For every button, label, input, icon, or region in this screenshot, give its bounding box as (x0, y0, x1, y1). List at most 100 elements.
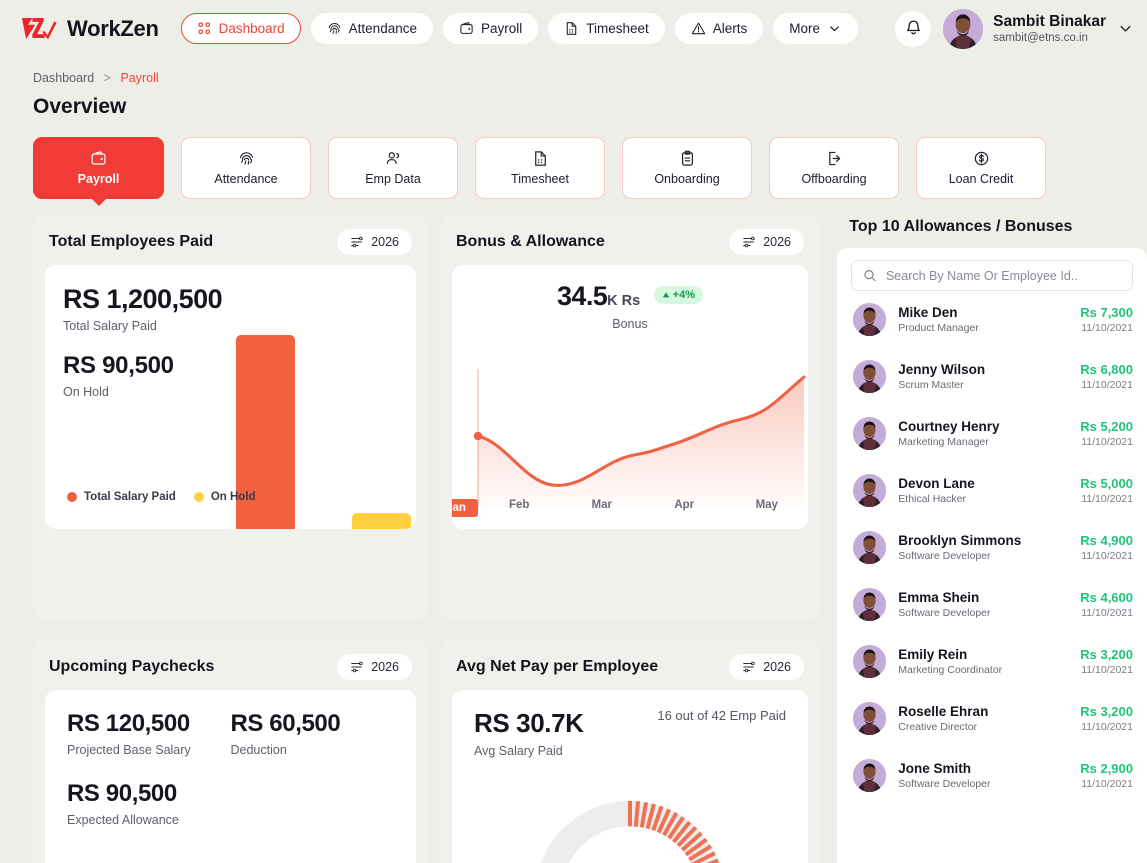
performance-donut-chart (540, 800, 720, 863)
category-tab-offboarding[interactable]: Offboarding (769, 137, 899, 199)
list-item[interactable]: Devon Lane Ethical Hacker Rs 5,000 11/10/20… (851, 462, 1133, 519)
breadcrumb-separator: > (103, 71, 111, 85)
employee-name: Devon Lane (898, 475, 975, 491)
employee-name: Brooklyn Simmons (898, 532, 1022, 548)
nav-item-timesheet[interactable]: Timesheet (548, 13, 665, 44)
card-body: RS 1,200,500 Total Salary Paid RS 90,500… (45, 265, 416, 529)
card-header: Total Employees Paid 2026 (45, 227, 416, 265)
employee-role: Marketing Coordinator (898, 664, 1003, 677)
list-item[interactable]: Brooklyn Simmons Software Developer Rs 4,9… (851, 519, 1133, 576)
page-title: Overview (33, 95, 127, 118)
deduction-label: Deduction (230, 743, 287, 757)
employee-identity: Emily Rein Marketing Coordinator (898, 647, 1068, 677)
year-filter-chip-total[interactable]: 2026 (337, 229, 412, 255)
workzen-check-logo-icon (21, 18, 57, 40)
category-tab-loan-credit[interactable]: Loan Credit (916, 137, 1046, 199)
notification-bell-button[interactable] (895, 10, 932, 47)
nav-item-more[interactable]: More (773, 13, 859, 44)
breadcrumb-payroll[interactable]: Payroll (120, 71, 159, 85)
employee-role: Software Developer (898, 778, 991, 791)
allowance-amount: Rs 6,800 (1080, 362, 1133, 377)
list-item[interactable]: Mike Den Product Manager Rs 7,300 11/10/202… (851, 291, 1133, 348)
warning-triangle-icon (691, 22, 706, 35)
nav-item-alerts[interactable]: Alerts (674, 13, 764, 44)
year-filter-chip-upcoming[interactable]: 2026 (337, 654, 412, 680)
document-icon (566, 22, 577, 35)
paycheck-metrics-row: RS 120,500 Projected Base Salary RS 60,5… (67, 710, 394, 757)
list-item[interactable]: Emma Shein Software Developer Rs 4,600 11/1… (851, 576, 1133, 633)
fingerprint-icon (328, 22, 341, 34)
card-header: Bonus & Allowance 2026 (452, 227, 808, 265)
avg-summary-row: RS 30.7K Avg Salary Paid 16 out of 42 Em… (474, 708, 786, 758)
year-value: 2026 (763, 235, 791, 249)
wallet-icon (91, 151, 106, 165)
dollar-coin-icon (974, 151, 988, 166)
employee-search[interactable] (851, 260, 1133, 291)
bonus-summary: 34.5K Rs +4% Bonus (452, 265, 808, 331)
list-item[interactable]: Emily Rein Marketing Coordinator Rs 3,200 1… (851, 633, 1133, 690)
card-body: 34.5K Rs +4% Bonus (452, 265, 808, 529)
card-title: Total Employees Paid (49, 233, 214, 250)
employee-amount-block: Rs 5,200 11/10/2021 (1080, 419, 1133, 448)
category-label-onboarding: Onboarding (654, 172, 720, 186)
avatar (853, 303, 887, 336)
list-item[interactable]: Jenny Wilson Scrum Master Rs 6,800 11/10/20… (851, 348, 1133, 405)
sliders-filter-icon (743, 236, 755, 248)
nav-item-dashboard[interactable]: Dashboard (180, 13, 301, 44)
gauge-ticks (627, 800, 719, 863)
bar-on-hold (352, 513, 411, 529)
category-tab-onboarding[interactable]: Onboarding (622, 137, 752, 199)
allowance-date: 11/10/2021 (1081, 493, 1133, 505)
top-right-actions: Sambit Binakar sambit@etns.co.in (895, 8, 1133, 49)
employee-name: Emma Shein (898, 589, 980, 605)
nav-item-attendance[interactable]: Attendance (310, 13, 433, 44)
projected-value: RS 120,500 (67, 710, 190, 737)
year-filter-chip-avg[interactable]: 2026 (729, 654, 804, 680)
legend-dot (193, 492, 204, 502)
brand-logo[interactable]: WorkZen (20, 15, 159, 42)
allowance-date: 11/10/2021 (1081, 550, 1133, 562)
legend-label: Total Salary Paid (84, 491, 176, 503)
employee-identity: Jenny Wilson Scrum Master (898, 362, 1068, 392)
nav-item-payroll[interactable]: Payroll (442, 13, 539, 44)
performance-gauge: 78% Performance (532, 798, 728, 863)
employee-avatar-image (853, 702, 887, 735)
user-menu[interactable]: Sambit Binakar sambit@etns.co.in (943, 8, 1133, 49)
metric-expected-allowance: RS 90,500 Expected Allowance (67, 780, 394, 827)
chevron-down-icon (830, 26, 839, 32)
allowance-amount: Rs 4,900 (1080, 533, 1133, 548)
category-tab-timesheet[interactable]: Timesheet (475, 137, 605, 199)
allowance-amount: Rs 5,000 (1080, 476, 1133, 491)
nav-label-attendance: Attendance (348, 21, 417, 36)
search-input[interactable] (885, 268, 1121, 283)
category-tab-payroll[interactable]: Payroll (33, 137, 164, 199)
area-line (476, 375, 806, 487)
avatar (853, 417, 887, 450)
list-item[interactable]: Roselle Ehran Creative Director Rs 3,200 11… (851, 690, 1133, 747)
list-item[interactable]: Jone Smith Software Developer Rs 2,900 11/1… (851, 747, 1133, 804)
sliders-filter-icon (351, 661, 363, 673)
allowance-date: 11/10/2021 (1081, 664, 1133, 676)
card-upcoming-paychecks: Upcoming Paychecks 2026 RS 120,500 Proje… (33, 640, 428, 863)
chart-legend: Total Salary Paid On Hold (67, 491, 256, 503)
employee-name: Jone Smith (898, 760, 972, 776)
allowance-list: Mike Den Product Manager Rs 7,300 11/10/202… (851, 291, 1133, 804)
year-value: 2026 (763, 660, 791, 674)
chevron-down-icon[interactable] (1118, 21, 1133, 36)
legend-item-on-hold: On Hold (193, 491, 256, 503)
data-point-jan (473, 431, 483, 441)
card-title: Avg Net Pay per Employee (456, 658, 659, 675)
allowance-label: Expected Allowance (67, 813, 179, 827)
year-filter-chip-bonus[interactable]: 2026 (729, 229, 804, 255)
employee-role: Software Developer (898, 550, 991, 563)
allowance-date: 11/10/2021 (1081, 436, 1133, 448)
employee-name: Courtney Henry (898, 418, 1000, 434)
list-item[interactable]: Courtney Henry Marketing Manager Rs 5,200 1… (851, 405, 1133, 462)
employee-identity: Courtney Henry Marketing Manager (898, 419, 1068, 449)
employee-avatar-image (853, 531, 887, 564)
breadcrumb-dashboard[interactable]: Dashboard (33, 71, 95, 85)
employee-name: Jenny Wilson (898, 361, 986, 377)
category-tab-emp-data[interactable]: Emp Data (328, 137, 458, 199)
employee-role: Creative Director (898, 721, 978, 734)
category-tab-attendance[interactable]: Attendance (181, 137, 311, 199)
